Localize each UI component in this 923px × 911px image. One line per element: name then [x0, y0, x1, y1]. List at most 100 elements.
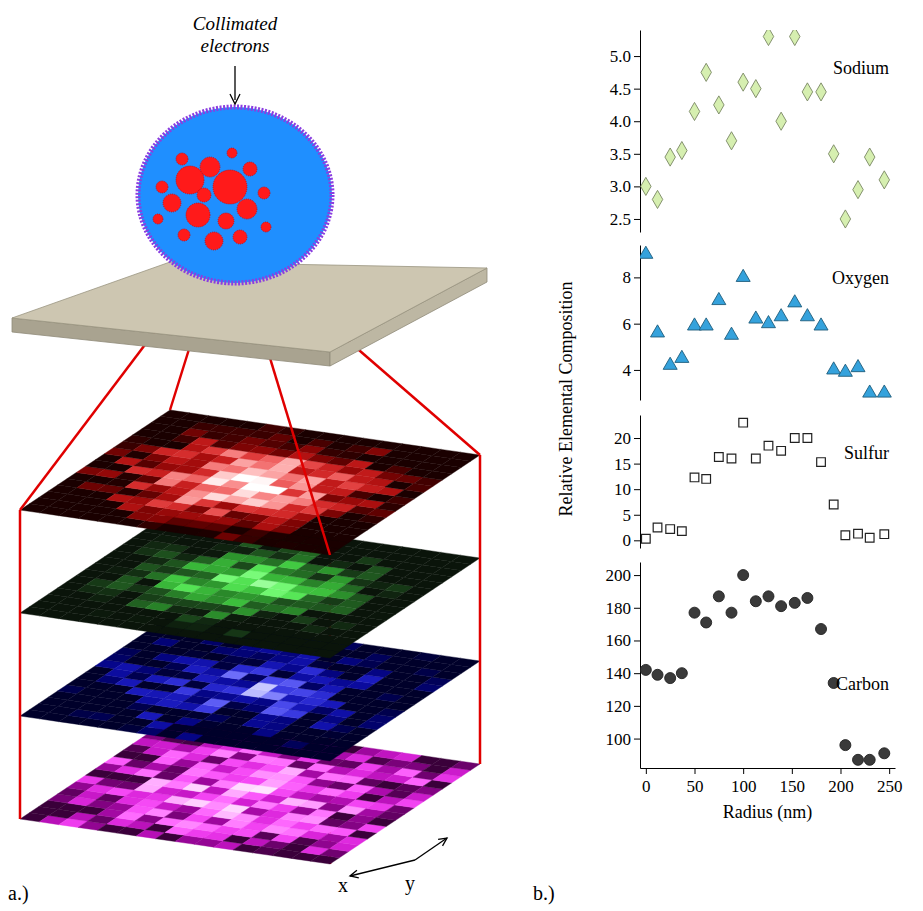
x-tick-label: 50: [687, 777, 704, 796]
y-tick: 5.0: [610, 47, 640, 66]
data-point: [678, 527, 687, 536]
panel-label: b.): [533, 882, 555, 905]
series-label: Carbon: [836, 674, 889, 694]
data-point: [689, 607, 700, 618]
x-tick-label: 0: [642, 777, 651, 796]
data-point: [864, 754, 875, 765]
projection-edge: [19, 510, 22, 819]
plot-area: [640, 570, 889, 766]
element-map: [20, 410, 480, 555]
element-map: [20, 719, 480, 864]
data-point: [879, 748, 890, 759]
inclusion: [258, 187, 270, 199]
data-point: [789, 597, 800, 608]
y-tick: 15: [614, 455, 640, 474]
panel-a: Collimatedelectronsxya.): [8, 13, 487, 905]
inclusion: [186, 203, 210, 227]
data-point: [726, 132, 736, 150]
projection-edge: [479, 455, 482, 764]
y-tick-mark: [634, 89, 640, 90]
particle: [138, 107, 332, 283]
data-point: [840, 210, 850, 228]
data-point: [739, 418, 748, 427]
data-point: [665, 673, 676, 684]
series-label: Sodium: [833, 58, 889, 78]
y-tick-mark: [634, 121, 640, 122]
y-tick-mark: [634, 56, 640, 57]
data-point: [816, 83, 826, 101]
beam-arrow: [234, 66, 235, 100]
x-tick-label: 200: [828, 777, 854, 796]
y-axis-line: [640, 31, 641, 233]
x-tick: 150: [780, 768, 806, 796]
data-point: [764, 441, 773, 450]
subplot: 2.53.03.54.04.55.0Sodium: [610, 27, 890, 232]
data-point: [699, 318, 713, 330]
inclusion: [200, 157, 220, 177]
series-label: Sulfur: [844, 443, 889, 463]
x-tick: 250: [877, 768, 903, 796]
x-tick: 200: [828, 768, 854, 796]
map-pixel: [451, 658, 480, 667]
y-axis-line: [640, 246, 641, 401]
y-tick: 3.5: [610, 145, 640, 164]
axis-direction-label: y: [405, 872, 415, 895]
data-point: [802, 592, 813, 603]
data-point: [880, 530, 889, 539]
data-point: [816, 624, 827, 635]
element-map: [20, 616, 480, 761]
y-tick-label: 2.5: [610, 210, 631, 229]
y-tick-label: 5: [623, 506, 632, 525]
data-point: [751, 80, 761, 98]
data-point: [677, 141, 687, 159]
y-tick-label: 20: [614, 429, 631, 448]
subplot: 05101520Sulfur: [614, 416, 889, 551]
data-point: [653, 523, 662, 532]
y-tick: 4.0: [610, 112, 640, 131]
y-tick: 4: [623, 361, 641, 380]
y-tick: 180: [606, 599, 641, 618]
inclusion: [213, 170, 247, 204]
data-point: [702, 475, 711, 484]
y-tick-mark: [634, 515, 640, 516]
y-tick-label: 8: [623, 268, 632, 287]
data-point: [689, 102, 699, 120]
data-point: [865, 533, 874, 542]
map-pixel: [451, 452, 480, 461]
y-tick-label: 100: [606, 730, 632, 749]
data-point: [738, 570, 749, 581]
y-tick-label: 3.5: [610, 145, 631, 164]
y-tick-label: 4.5: [610, 80, 631, 99]
inclusion: [237, 199, 257, 219]
data-point: [676, 668, 687, 679]
data-point: [663, 357, 677, 369]
inclusion: [178, 229, 190, 241]
y-tick: 2.5: [610, 210, 640, 229]
y-tick-mark: [634, 219, 640, 220]
data-point: [738, 73, 748, 91]
y-axis: 100120140160180200: [606, 563, 641, 769]
panel-label: a.): [8, 882, 29, 905]
y-tick: 10: [614, 480, 640, 499]
inclusion: [227, 148, 237, 158]
inclusion: [156, 181, 168, 193]
panel-b: 2.53.03.54.04.55.0Sodium468Oxygen0510152…: [533, 27, 902, 905]
x-tick-mark: [889, 768, 890, 774]
data-point: [736, 269, 750, 281]
inclusion: [233, 230, 247, 244]
y-tick: 8: [623, 268, 641, 287]
plot-area: [641, 30, 890, 228]
data-point: [802, 83, 812, 101]
subplot: 100120140160180200050100150200250Radius …: [606, 563, 903, 824]
data-point: [814, 318, 828, 330]
y-tick: 200: [606, 566, 641, 585]
y-tick-mark: [634, 370, 640, 371]
data-point: [651, 325, 665, 337]
data-point: [675, 350, 689, 362]
x-tick-label: 250: [877, 777, 903, 796]
y-tick-label: 160: [606, 631, 632, 650]
inclusion: [218, 213, 234, 229]
data-point: [666, 525, 675, 534]
data-point: [829, 500, 838, 509]
data-point: [750, 596, 761, 607]
